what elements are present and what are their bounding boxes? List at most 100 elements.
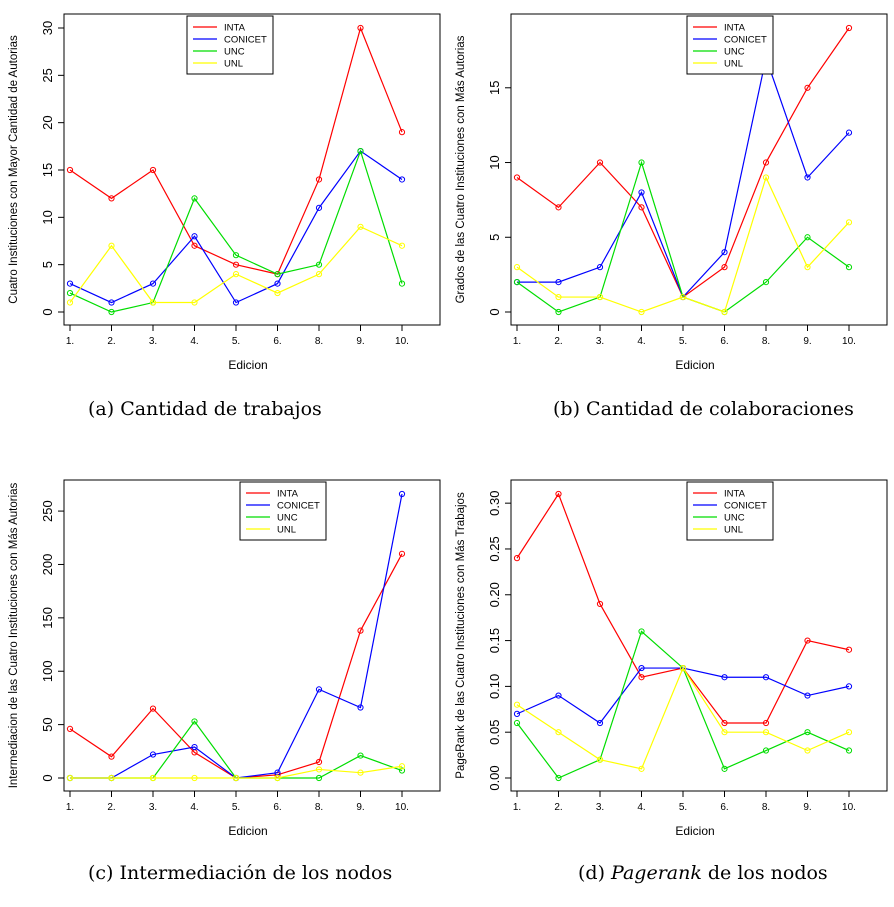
chart-panel-a: 0 5 10 15 20 25 30 1. 2. 3. 4. 5. 6. 8. 9. 10. Edicion Cu… (0, 0, 447, 400)
data-point (762, 174, 770, 181)
data-point (357, 752, 364, 759)
data-point (845, 729, 853, 736)
data-point (596, 719, 604, 727)
data-point (721, 264, 728, 271)
data-point (191, 774, 198, 782)
series-line (516, 492, 850, 724)
x-tick-label: 4. (637, 336, 645, 347)
y-axis: 0 50 100 150 200 250 (40, 500, 64, 782)
line-chart-svg: 0 5 10 15 20 25 30 1. 2. 3. 4. 5. 6. 8. 9. 10. Edicion Cu… (8, 13, 441, 372)
data-point (596, 264, 604, 271)
data-point (232, 271, 240, 278)
data-point (149, 705, 157, 712)
legend-label: UNL (224, 59, 243, 70)
x-tick-label: 10. (395, 336, 409, 347)
x-tick-label: 5. (679, 802, 687, 813)
legend-label: CONICET (724, 501, 767, 512)
data-point (149, 299, 157, 306)
data-point (513, 279, 521, 286)
legend-box (686, 481, 774, 541)
legend-label: UNC (277, 513, 298, 524)
series-inta (66, 550, 406, 782)
x-tick-label: 8. (762, 802, 770, 813)
series-unl (513, 664, 853, 772)
y-tick-label: 0.10 (487, 674, 502, 699)
y-axis: 0 5 10 15 20 25 30 (40, 21, 64, 316)
series-line (516, 667, 850, 724)
y-tick-label: 0 (487, 308, 502, 315)
data-point (398, 129, 406, 136)
data-point (596, 159, 604, 166)
data-point (66, 725, 74, 732)
data-point (274, 271, 281, 278)
y-axis-label: Cuatro Instituciones con Mayor Cantidad … (8, 35, 20, 304)
y-tick-label: 0 (40, 308, 55, 315)
data-point (638, 664, 645, 672)
data-point (845, 264, 853, 271)
x-axis: 1. 2. 3. 4. 5. 6. 8. 9. 10. (513, 791, 856, 813)
data-point (638, 204, 645, 211)
x-tick-label: 10. (842, 802, 856, 813)
data-point (845, 129, 853, 136)
y-tick-label: 0.25 (487, 536, 502, 561)
data-point (398, 767, 406, 774)
series-line (516, 160, 850, 313)
x-tick-label: 9. (803, 336, 811, 347)
series-unc (513, 159, 853, 316)
legend-label: UNC (724, 47, 745, 58)
legend-label: INTA (724, 23, 746, 34)
x-tick-label: 6. (720, 802, 728, 813)
data-point (149, 774, 157, 782)
y-tick-label: 5 (487, 234, 502, 241)
line-chart-svg: 0 50 100 150 200 250 1. 2. 3. 4. 5. 6. 8. 9. 10. Edicio… (8, 479, 441, 838)
data-point (108, 195, 115, 202)
x-tick-label: 8. (762, 336, 770, 347)
data-point (108, 299, 115, 306)
y-tick-label: 25 (40, 68, 55, 82)
y-tick-label: 0.00 (487, 765, 502, 790)
data-point (149, 166, 157, 174)
data-point (721, 719, 728, 727)
data-point (357, 147, 364, 155)
x-tick-label: 5. (679, 336, 687, 347)
data-point (804, 747, 811, 754)
series-line (517, 55, 850, 299)
data-point (804, 729, 811, 736)
series-unl (66, 763, 406, 782)
x-tick-label: 5. (232, 336, 240, 347)
series-line (69, 26, 403, 275)
data-point (845, 24, 853, 32)
series-line (69, 226, 403, 304)
series-inta (513, 490, 853, 727)
y-tick-label: 20 (40, 115, 55, 129)
data-point (638, 674, 645, 681)
data-point (638, 628, 645, 635)
y-tick-label: 5 (40, 261, 55, 268)
legend-box (239, 481, 327, 541)
series-conicet (66, 147, 406, 306)
data-point (108, 753, 115, 760)
data-point (762, 747, 770, 754)
data-point (596, 756, 604, 763)
data-point (398, 280, 406, 287)
series-line (516, 666, 850, 770)
x-tick-label: 8. (315, 336, 323, 347)
chart-panel-d: 0.00 0.05 0.10 0.15 0.20 0.25 0.30 1. 2. 3. 4. 5. 6.… (447, 466, 894, 866)
series-line (69, 553, 403, 779)
data-point (357, 223, 364, 230)
legend-label: UNL (277, 525, 296, 536)
y-tick-label: 15 (40, 163, 55, 177)
chart-panel-b: 0 5 10 15 1. 2. 3. 4. 5. 6. 8. 9. 10. Edicion Grados d… (447, 0, 894, 400)
data-point (804, 264, 811, 271)
data-point (357, 769, 364, 776)
data-point (357, 704, 364, 711)
data-point (845, 747, 853, 754)
series-line (516, 27, 850, 298)
legend-box (186, 15, 274, 75)
series-line (516, 630, 850, 779)
y-tick-label: 50 (40, 717, 55, 731)
data-point (513, 701, 521, 708)
x-axis-label: Edicion (675, 358, 714, 372)
data-point (721, 249, 728, 256)
